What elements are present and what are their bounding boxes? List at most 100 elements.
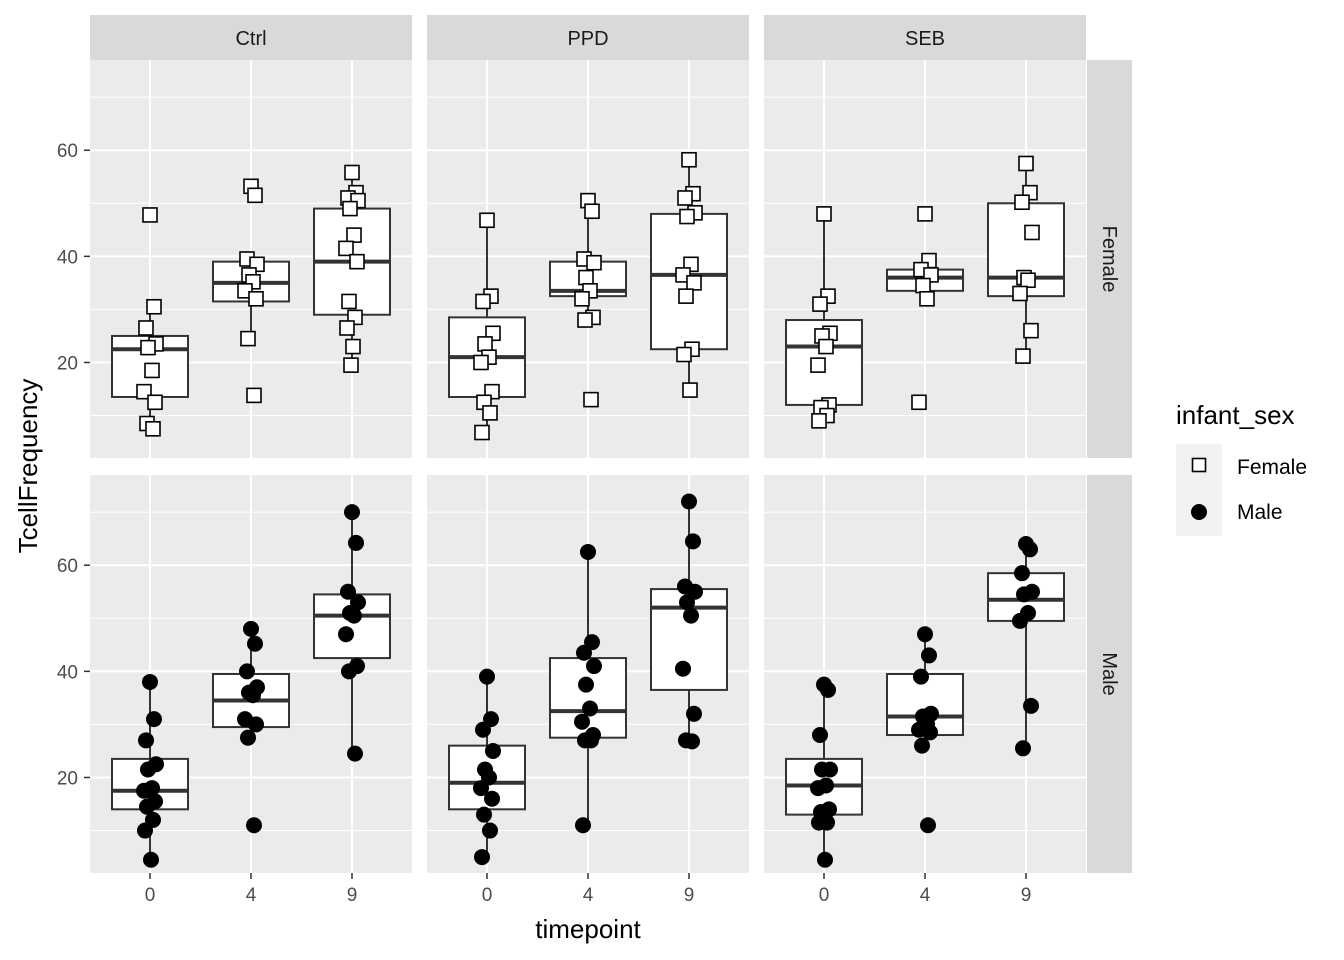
data-point bbox=[477, 336, 493, 352]
data-point bbox=[1012, 285, 1028, 302]
data-point bbox=[681, 493, 697, 510]
data-point bbox=[685, 533, 701, 550]
data-point bbox=[1023, 697, 1039, 714]
data-point bbox=[1014, 565, 1030, 582]
data-point bbox=[341, 293, 357, 310]
y-tick-label: 60 bbox=[57, 141, 78, 162]
facet-strip-seb bbox=[764, 15, 1086, 60]
y-tick-label: 60 bbox=[57, 556, 78, 577]
data-point bbox=[247, 635, 263, 652]
data-point bbox=[578, 269, 594, 286]
data-point bbox=[245, 687, 261, 704]
data-point bbox=[914, 737, 930, 754]
data-point bbox=[676, 346, 692, 363]
legend-key-male-circle-icon bbox=[1191, 504, 1207, 520]
data-point bbox=[347, 745, 363, 762]
x-tick-label: 0 bbox=[819, 885, 830, 906]
facet-strip-ppd bbox=[427, 15, 749, 60]
data-point bbox=[921, 647, 937, 664]
data-point bbox=[146, 711, 162, 728]
data-point bbox=[349, 253, 365, 270]
data-point bbox=[917, 626, 933, 643]
data-point bbox=[583, 391, 599, 408]
data-point bbox=[146, 298, 162, 315]
box-group-t9 bbox=[987, 155, 1065, 364]
data-point bbox=[339, 320, 355, 336]
data-point bbox=[818, 338, 834, 355]
data-point bbox=[913, 668, 929, 685]
y-tick-label: 40 bbox=[57, 662, 78, 683]
panel-ppd-male bbox=[427, 475, 749, 873]
box-group-t0 bbox=[785, 206, 863, 429]
facet-strip-label: SEB bbox=[905, 28, 945, 50]
facet-strip-label: PPD bbox=[567, 28, 608, 50]
data-point bbox=[473, 354, 489, 371]
data-point bbox=[584, 203, 600, 220]
data-point bbox=[140, 339, 156, 356]
data-point bbox=[679, 208, 695, 225]
data-point bbox=[139, 798, 155, 815]
panel-seb-female bbox=[764, 60, 1086, 458]
data-point bbox=[683, 607, 699, 624]
panels-layer bbox=[90, 60, 1086, 873]
x-tick-label: 9 bbox=[684, 885, 695, 906]
y-axis-title: TcellFrequency bbox=[13, 379, 43, 554]
data-point bbox=[343, 357, 359, 373]
data-point bbox=[574, 290, 590, 307]
box-group-t9 bbox=[987, 535, 1065, 757]
data-point bbox=[246, 817, 262, 834]
data-point bbox=[1012, 612, 1028, 629]
data-point bbox=[479, 668, 495, 685]
data-point bbox=[911, 394, 927, 411]
data-point bbox=[136, 782, 152, 799]
data-point bbox=[578, 676, 594, 693]
data-point bbox=[812, 296, 828, 312]
data-point bbox=[816, 206, 832, 222]
data-point bbox=[338, 240, 354, 257]
box-group-t0 bbox=[111, 673, 189, 868]
data-point bbox=[248, 716, 264, 733]
x-tick-label: 4 bbox=[920, 885, 931, 906]
data-point bbox=[482, 822, 498, 839]
panel-ctrl-male bbox=[90, 475, 412, 873]
legend-label-female: Female bbox=[1237, 456, 1307, 479]
data-point bbox=[811, 413, 827, 429]
data-point bbox=[582, 700, 598, 717]
data-point bbox=[346, 227, 362, 243]
data-point bbox=[574, 713, 590, 730]
data-point bbox=[475, 293, 491, 310]
box-group-t9 bbox=[650, 493, 728, 750]
data-point bbox=[679, 594, 695, 611]
data-point bbox=[484, 790, 500, 807]
box-group-t4 bbox=[549, 543, 627, 834]
facet-strip-label: Ctrl bbox=[235, 28, 266, 50]
data-point bbox=[917, 206, 933, 222]
y-tick-label: 20 bbox=[57, 768, 78, 789]
box-group-t0 bbox=[785, 676, 863, 868]
axes: 20 40 60 20 40 60 0 4 9 0 4 9 0 4 9 bbox=[57, 141, 1031, 906]
data-point bbox=[919, 290, 935, 307]
data-point bbox=[675, 660, 691, 677]
data-point bbox=[1022, 541, 1038, 558]
data-point bbox=[576, 644, 592, 661]
data-point bbox=[142, 673, 158, 690]
data-point bbox=[1015, 740, 1031, 757]
box-group-t4 bbox=[549, 192, 627, 408]
data-point bbox=[1023, 322, 1039, 339]
y-tick-label: 20 bbox=[57, 353, 78, 374]
data-point bbox=[476, 806, 492, 823]
data-point bbox=[342, 200, 358, 217]
data-point bbox=[686, 275, 702, 291]
data-point bbox=[346, 607, 362, 624]
data-point bbox=[1018, 155, 1034, 172]
box-group-t0 bbox=[448, 668, 526, 866]
data-point bbox=[344, 504, 360, 521]
data-point bbox=[1016, 586, 1032, 603]
data-point bbox=[248, 290, 264, 307]
box-group-t9 bbox=[650, 151, 728, 398]
x-tick-label: 9 bbox=[1021, 885, 1032, 906]
box-group-t0 bbox=[111, 207, 189, 437]
y-tick-label: 40 bbox=[57, 247, 78, 268]
x-tick-label: 4 bbox=[246, 885, 257, 906]
